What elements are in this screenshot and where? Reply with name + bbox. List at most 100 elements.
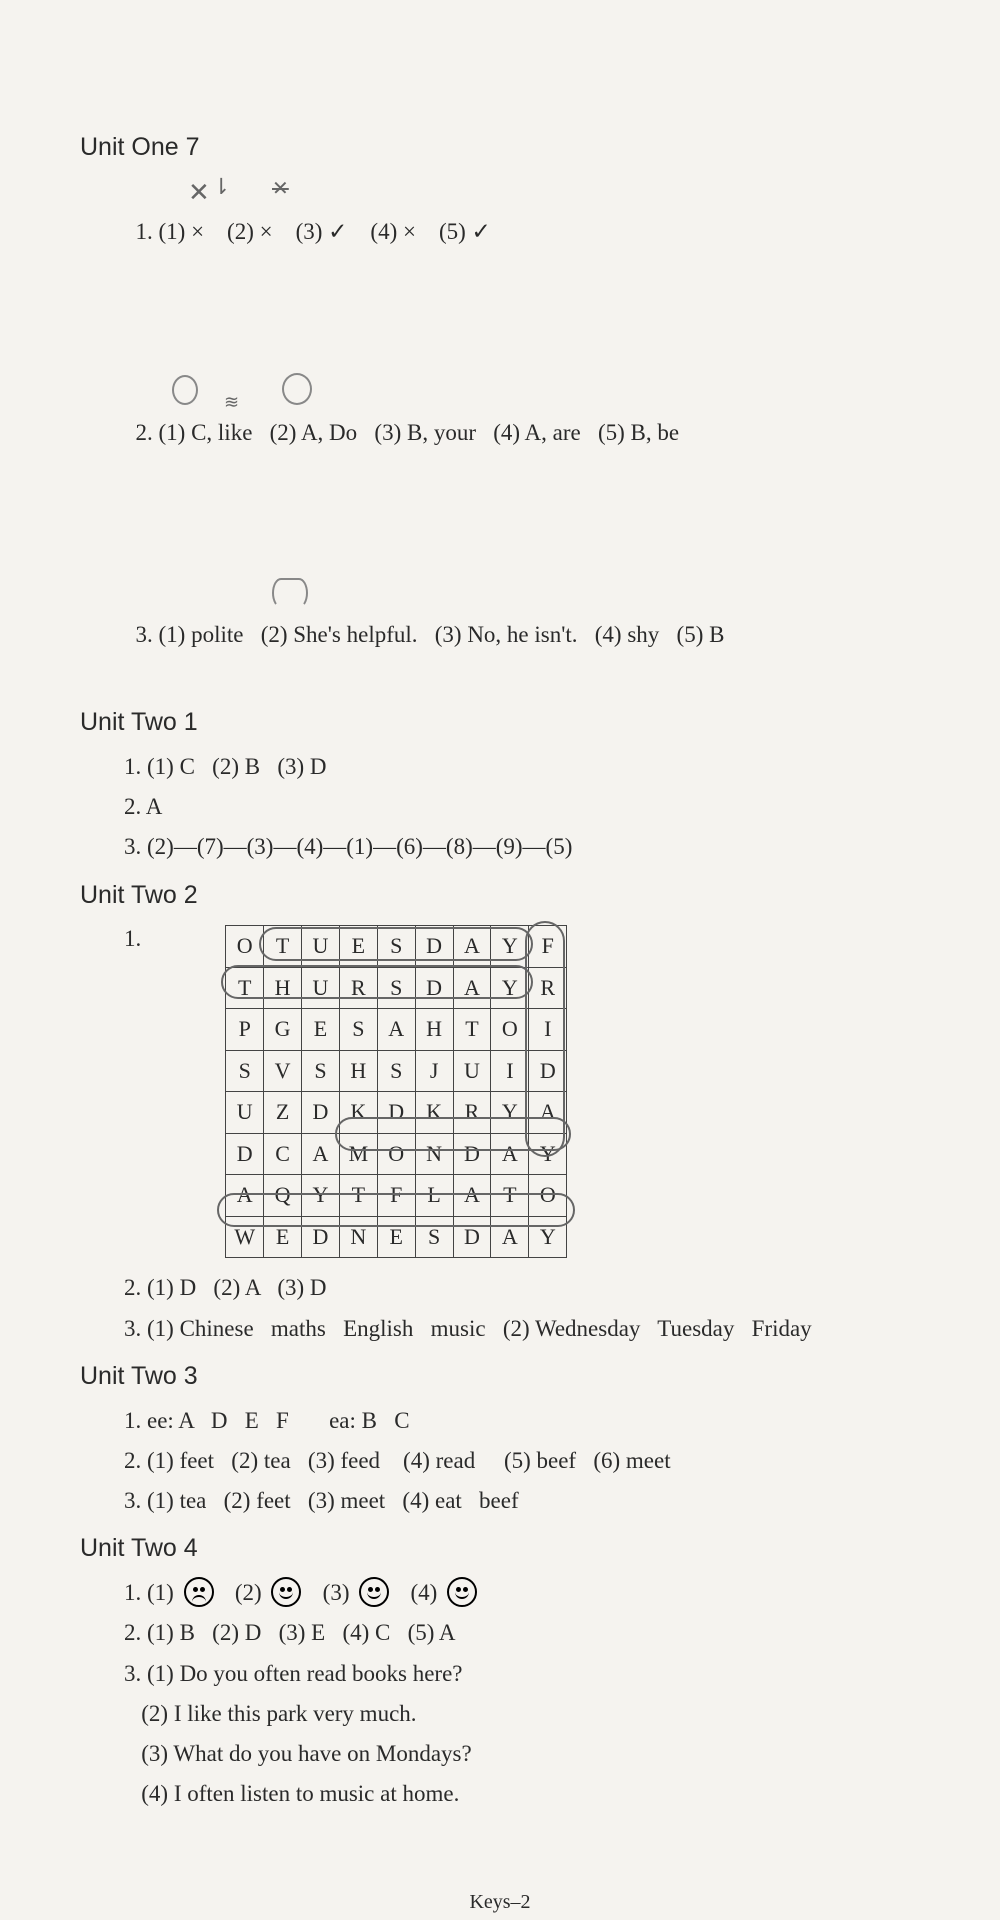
u2-4-q3-4: (4) I often listen to music at home. <box>124 1774 920 1814</box>
grid-cell: I <box>529 1009 567 1051</box>
grid-cell: O <box>377 1133 415 1175</box>
heading-unit-two-4: Unit Two 4 <box>80 1527 920 1571</box>
grid-cell: Y <box>491 967 529 1009</box>
u2-2-q2: 2. (1) D (2) A (3) D <box>124 1268 920 1308</box>
grid-cell: O <box>491 1009 529 1051</box>
pencil-mark-icon: ✕ <box>188 170 210 216</box>
grid-cell: A <box>302 1133 340 1175</box>
grid-cell: D <box>226 1133 264 1175</box>
grid-cell: S <box>226 1050 264 1092</box>
grid-cell: D <box>415 967 453 1009</box>
grid-cell: A <box>491 1216 529 1258</box>
grid-cell: K <box>415 1092 453 1134</box>
heading-unit-two-2: Unit Two 2 <box>80 874 920 918</box>
grid-cell: U <box>453 1050 491 1092</box>
grid-cell: Y <box>529 1133 567 1175</box>
grid-cell: S <box>415 1216 453 1258</box>
pencil-scribble-icon: ≋ <box>224 387 239 419</box>
u1-7-q1-text: 1. (1) × (2) × (3) ✓ (4) × (5) ✓ <box>136 219 491 244</box>
grid-cell: M <box>339 1133 377 1175</box>
page-footer: Keys–2 <box>80 1885 920 1920</box>
grid-cell: P <box>226 1009 264 1051</box>
word-search-grid: OTUESDAYFTHURSDAYRPGESAHTOISVSHSJUIDUZDK… <box>225 925 567 1258</box>
grid-cell: S <box>339 1009 377 1051</box>
grid-cell: T <box>453 1009 491 1051</box>
pencil-circle-icon <box>172 375 198 405</box>
grid-cell: A <box>491 1133 529 1175</box>
grid-cell: K <box>339 1092 377 1134</box>
grid-cell: T <box>226 967 264 1009</box>
grid-cell: T <box>339 1175 377 1217</box>
frown-face-icon <box>184 1577 214 1607</box>
u2-4-q1: 1. (1) (2) (3) (4) <box>124 1573 920 1613</box>
grid-cell: H <box>339 1050 377 1092</box>
grid-cell: S <box>377 967 415 1009</box>
grid-cell: E <box>339 926 377 968</box>
u1-7-q2-text: 2. (1) C, like (2) A, Do (3) B, your (4)… <box>136 420 680 445</box>
grid-cell: U <box>302 926 340 968</box>
grid-cell: H <box>415 1009 453 1051</box>
grid-cell: A <box>453 967 491 1009</box>
u2-4-q3-3: (3) What do you have on Mondays? <box>124 1734 920 1774</box>
u2-3-q3: 3. (1) tea (2) feet (3) meet (4) eat bee… <box>124 1481 920 1521</box>
u2-1-q3: 3. (2)—(7)—(3)—(4)—(1)—(6)—(8)—(9)—(5) <box>124 827 920 867</box>
grid-cell: A <box>226 1175 264 1217</box>
grid-cell: A <box>453 1175 491 1217</box>
grid-cell: E <box>264 1216 302 1258</box>
u2-3-q2: 2. (1) feet (2) tea (3) feed (4) read (5… <box>124 1441 920 1481</box>
grid-cell: D <box>453 1133 491 1175</box>
pencil-mark-icon: ⇂ <box>212 168 230 207</box>
grid-cell: T <box>264 926 302 968</box>
grid-cell: S <box>377 926 415 968</box>
word-search-table: OTUESDAYFTHURSDAYRPGESAHTOISVSHSJUIDUZDK… <box>225 925 567 1258</box>
grid-cell: N <box>415 1133 453 1175</box>
grid-cell: L <box>415 1175 453 1217</box>
grid-cell: E <box>377 1216 415 1258</box>
u2-1-q1: 1. (1) C (2) B (3) D <box>124 747 920 787</box>
grid-cell: D <box>377 1092 415 1134</box>
grid-cell: R <box>339 967 377 1009</box>
grid-cell: Y <box>491 1092 529 1134</box>
grid-cell: V <box>264 1050 302 1092</box>
grid-cell: D <box>302 1092 340 1134</box>
grid-cell: I <box>491 1050 529 1092</box>
smile-face-icon <box>447 1577 477 1607</box>
grid-cell: R <box>453 1092 491 1134</box>
grid-cell: H <box>264 967 302 1009</box>
pencil-oval-icon <box>272 578 308 608</box>
grid-cell: S <box>302 1050 340 1092</box>
heading-unit-two-1: Unit Two 1 <box>80 701 920 745</box>
grid-cell: F <box>529 926 567 968</box>
grid-cell: W <box>226 1216 264 1258</box>
grid-cell: D <box>453 1216 491 1258</box>
grid-cell: N <box>339 1216 377 1258</box>
u1-7-q2: 2. (1) C, like (2) A, Do (3) B, your (4)… <box>124 373 920 574</box>
grid-cell: A <box>529 1092 567 1134</box>
u2-4-q3-2: (2) I like this park very much. <box>124 1694 920 1734</box>
grid-cell: Z <box>264 1092 302 1134</box>
u1-7-q3-text: 3. (1) polite (2) She's helpful. (3) No,… <box>136 622 725 647</box>
grid-cell: G <box>264 1009 302 1051</box>
smile-face-icon <box>359 1577 389 1607</box>
grid-cell: E <box>302 1009 340 1051</box>
u2-2-q3: 3. (1) Chinese maths English music (2) W… <box>124 1309 920 1349</box>
grid-cell: A <box>453 926 491 968</box>
grid-cell: U <box>302 967 340 1009</box>
grid-cell: T <box>491 1175 529 1217</box>
grid-cell: Q <box>264 1175 302 1217</box>
pencil-circle-icon <box>282 373 312 405</box>
heading-unit-two-3: Unit Two 3 <box>80 1355 920 1399</box>
heading-unit-one-7: Unit One 7 <box>80 126 920 170</box>
grid-cell: C <box>264 1133 302 1175</box>
u2-1-q2: 2. A <box>124 787 920 827</box>
grid-cell: D <box>415 926 453 968</box>
grid-cell: R <box>529 967 567 1009</box>
grid-cell: O <box>529 1175 567 1217</box>
grid-cell: A <box>377 1009 415 1051</box>
u2-2-q1-label: 1. <box>124 919 141 959</box>
u2-4-q2: 2. (1) B (2) D (3) E (4) C (5) A <box>124 1613 920 1653</box>
grid-cell: U <box>226 1092 264 1134</box>
grid-cell: F <box>377 1175 415 1217</box>
u1-7-q3: 3. (1) polite (2) She's helpful. (3) No,… <box>124 574 920 695</box>
smile-face-icon <box>271 1577 301 1607</box>
